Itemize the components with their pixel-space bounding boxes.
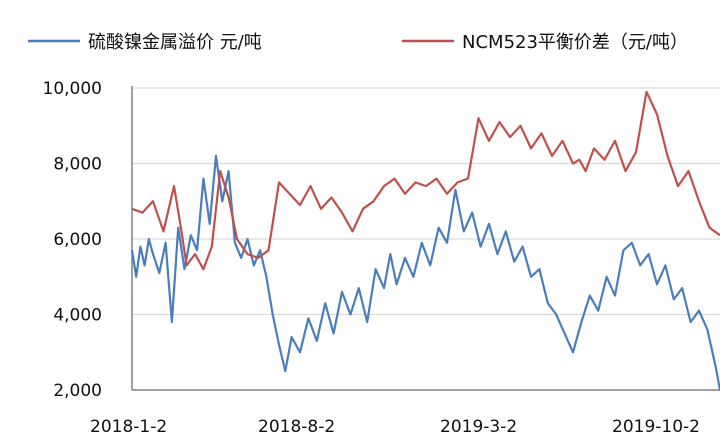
x-tick-label: 2018-8-2: [258, 417, 335, 435]
series-line-ncm523-spread: [131, 90, 720, 271]
legend-label: 硫酸镍金属溢价 元/吨: [88, 32, 262, 53]
x-tick-label: 2018-1-2: [90, 417, 167, 435]
grid: [132, 87, 720, 316]
y-tick-label: 6,000: [53, 230, 102, 250]
legend: 硫酸镍金属溢价 元/吨 NCM523平衡价差（元/吨）: [28, 32, 688, 53]
y-tick-label: 10,000: [43, 79, 102, 99]
legend-label: NCM523平衡价差（元/吨）: [462, 32, 688, 53]
series-line-nickel-sulfate-premium: [130, 154, 720, 391]
axes: 2,000 4,000 6,000 8,000 10,000 2018-1-2 2018-8…: [43, 79, 720, 435]
series-group: [130, 90, 720, 391]
y-tick-label: 8,000: [53, 155, 102, 175]
y-tick-label: 4,000: [53, 306, 102, 326]
y-tick-label: 2,000: [53, 381, 102, 401]
x-tick-label: 2019-10-2: [612, 417, 700, 435]
x-tick-label: 2019-3-2: [440, 417, 517, 435]
